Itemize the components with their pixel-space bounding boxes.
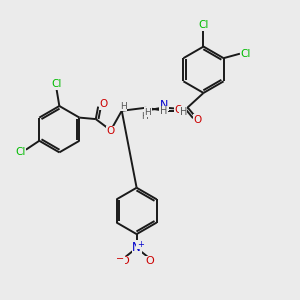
Text: Cl: Cl (240, 49, 250, 59)
Text: H: H (145, 108, 151, 117)
Text: Cl: Cl (198, 20, 209, 30)
Text: N: N (132, 241, 141, 254)
Text: −: − (116, 254, 124, 264)
Text: O: O (145, 256, 154, 266)
Text: +: + (137, 240, 144, 249)
Text: O: O (120, 256, 129, 266)
Text: Cl: Cl (15, 147, 26, 157)
Text: O: O (174, 105, 182, 115)
Text: O: O (99, 99, 108, 109)
Text: H: H (120, 102, 127, 111)
Text: O: O (106, 126, 115, 136)
Text: H: H (160, 106, 168, 116)
Text: Cl: Cl (51, 79, 62, 89)
Text: O: O (194, 115, 202, 125)
Text: H: H (141, 112, 147, 121)
Text: N: N (160, 100, 168, 110)
Text: H: H (180, 107, 187, 117)
